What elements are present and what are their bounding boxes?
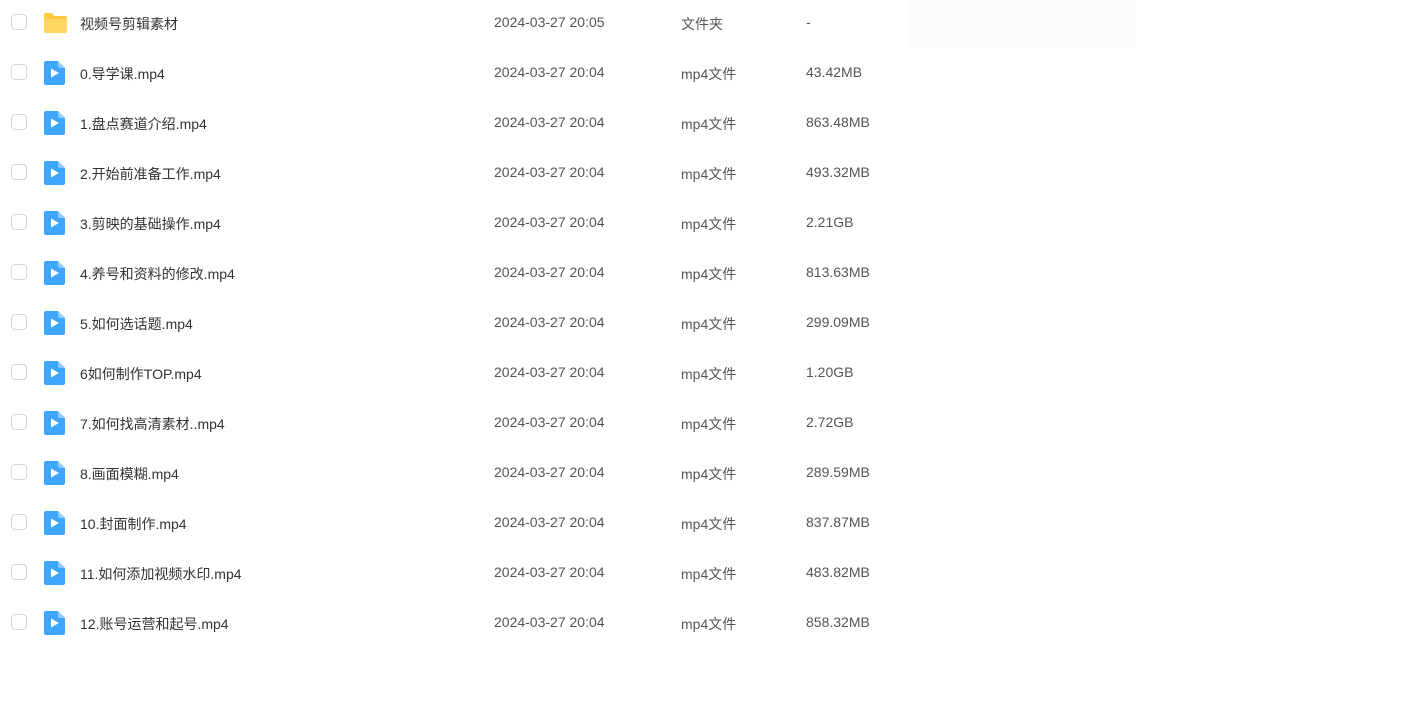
file-date: 2024-03-27 20:04 xyxy=(494,464,605,480)
file-row[interactable]: 7.如何找高清素材..mp4 2024-03-27 20:04 mp4文件 2.… xyxy=(0,398,1408,448)
file-name[interactable]: 1.盘点赛道介绍.mp4 xyxy=(80,116,207,132)
file-type: mp4文件 xyxy=(681,66,737,82)
file-row[interactable]: 1.盘点赛道介绍.mp4 2024-03-27 20:04 mp4文件 863.… xyxy=(0,98,1408,148)
row-checkbox[interactable] xyxy=(11,364,27,380)
file-date: 2024-03-27 20:04 xyxy=(494,264,605,280)
file-type: mp4文件 xyxy=(681,116,737,132)
video-file-icon xyxy=(43,211,66,235)
row-checkbox[interactable] xyxy=(11,414,27,430)
video-file-icon xyxy=(43,161,66,185)
file-type: mp4文件 xyxy=(681,266,737,282)
file-date: 2024-03-27 20:04 xyxy=(494,214,605,230)
file-size: 813.63MB xyxy=(806,264,870,280)
file-name[interactable]: 10.封面制作.mp4 xyxy=(80,516,187,532)
file-size: - xyxy=(806,14,811,30)
file-date: 2024-03-27 20:04 xyxy=(494,364,605,380)
file-row[interactable]: 视频号剪辑素材 2024-03-27 20:05 文件夹 - xyxy=(0,0,1408,48)
file-size: 299.09MB xyxy=(806,314,870,330)
file-type: mp4文件 xyxy=(681,466,737,482)
row-checkbox[interactable] xyxy=(11,64,27,80)
file-size: 2.72GB xyxy=(806,414,854,430)
video-file-icon xyxy=(43,261,66,285)
file-date: 2024-03-27 20:04 xyxy=(494,514,605,530)
file-size: 493.32MB xyxy=(806,164,870,180)
file-type: mp4文件 xyxy=(681,316,737,332)
file-row[interactable]: 2.开始前准备工作.mp4 2024-03-27 20:04 mp4文件 493… xyxy=(0,148,1408,198)
file-name[interactable]: 0.导学课.mp4 xyxy=(80,66,165,82)
file-size: 858.32MB xyxy=(806,614,870,630)
file-type: mp4文件 xyxy=(681,616,737,632)
file-type: mp4文件 xyxy=(681,216,737,232)
video-file-icon xyxy=(43,561,66,585)
file-size: 1.20GB xyxy=(806,364,854,380)
file-row[interactable]: 0.导学课.mp4 2024-03-27 20:04 mp4文件 43.42MB xyxy=(0,48,1408,98)
file-size: 483.82MB xyxy=(806,564,870,580)
file-type: mp4文件 xyxy=(681,516,737,532)
video-file-icon xyxy=(43,111,66,135)
file-type: mp4文件 xyxy=(681,366,737,382)
file-name[interactable]: 11.如何添加视频水印.mp4 xyxy=(80,566,242,582)
file-type: mp4文件 xyxy=(681,566,737,582)
folder-icon xyxy=(43,11,67,35)
row-checkbox[interactable] xyxy=(11,464,27,480)
file-row[interactable]: 3.剪映的基础操作.mp4 2024-03-27 20:04 mp4文件 2.2… xyxy=(0,198,1408,248)
row-checkbox[interactable] xyxy=(11,314,27,330)
file-row[interactable]: 11.如何添加视频水印.mp4 2024-03-27 20:04 mp4文件 4… xyxy=(0,548,1408,598)
row-checkbox[interactable] xyxy=(11,14,27,30)
row-hover-highlight xyxy=(909,0,1136,48)
file-date: 2024-03-27 20:04 xyxy=(494,564,605,580)
file-row[interactable]: 6如何制作TOP.mp4 2024-03-27 20:04 mp4文件 1.20… xyxy=(0,348,1408,398)
file-name[interactable]: 5.如何选话题.mp4 xyxy=(80,316,193,332)
file-row[interactable]: 12.账号运营和起号.mp4 2024-03-27 20:04 mp4文件 85… xyxy=(0,598,1408,648)
file-type: 文件夹 xyxy=(681,16,723,32)
video-file-icon xyxy=(43,461,66,485)
row-checkbox[interactable] xyxy=(11,214,27,230)
file-name[interactable]: 4.养号和资料的修改.mp4 xyxy=(80,266,235,282)
file-size: 289.59MB xyxy=(806,464,870,480)
video-file-icon xyxy=(43,511,66,535)
file-name[interactable]: 6如何制作TOP.mp4 xyxy=(80,366,202,382)
row-checkbox[interactable] xyxy=(11,614,27,630)
file-date: 2024-03-27 20:04 xyxy=(494,614,605,630)
file-name[interactable]: 3.剪映的基础操作.mp4 xyxy=(80,216,221,232)
row-checkbox[interactable] xyxy=(11,164,27,180)
video-file-icon xyxy=(43,311,66,335)
file-date: 2024-03-27 20:04 xyxy=(494,414,605,430)
video-file-icon xyxy=(43,611,66,635)
file-row[interactable]: 8.画面模糊.mp4 2024-03-27 20:04 mp4文件 289.59… xyxy=(0,448,1408,498)
row-checkbox[interactable] xyxy=(11,514,27,530)
file-name[interactable]: 12.账号运营和起号.mp4 xyxy=(80,616,229,632)
row-checkbox[interactable] xyxy=(11,564,27,580)
file-name[interactable]: 8.画面模糊.mp4 xyxy=(80,466,179,482)
file-row[interactable]: 10.封面制作.mp4 2024-03-27 20:04 mp4文件 837.8… xyxy=(0,498,1408,548)
file-row[interactable]: 5.如何选话题.mp4 2024-03-27 20:04 mp4文件 299.0… xyxy=(0,298,1408,348)
file-date: 2024-03-27 20:04 xyxy=(494,114,605,130)
file-date: 2024-03-27 20:04 xyxy=(494,314,605,330)
video-file-icon xyxy=(43,411,66,435)
row-checkbox[interactable] xyxy=(11,114,27,130)
video-file-icon xyxy=(43,361,66,385)
file-date: 2024-03-27 20:04 xyxy=(494,164,605,180)
file-size: 863.48MB xyxy=(806,114,870,130)
file-list: 视频号剪辑素材 2024-03-27 20:05 文件夹 - 0.导学课.mp4… xyxy=(0,0,1408,648)
file-type: mp4文件 xyxy=(681,416,737,432)
file-size: 2.21GB xyxy=(806,214,854,230)
row-checkbox[interactable] xyxy=(11,264,27,280)
file-name[interactable]: 视频号剪辑素材 xyxy=(80,16,178,32)
file-name[interactable]: 7.如何找高清素材..mp4 xyxy=(80,416,225,432)
file-size: 43.42MB xyxy=(806,64,863,80)
file-type: mp4文件 xyxy=(681,166,737,182)
video-file-icon xyxy=(43,61,66,85)
file-date: 2024-03-27 20:05 xyxy=(494,14,605,30)
file-name[interactable]: 2.开始前准备工作.mp4 xyxy=(80,166,221,182)
file-size: 837.87MB xyxy=(806,514,870,530)
file-date: 2024-03-27 20:04 xyxy=(494,64,605,80)
file-row[interactable]: 4.养号和资料的修改.mp4 2024-03-27 20:04 mp4文件 81… xyxy=(0,248,1408,298)
